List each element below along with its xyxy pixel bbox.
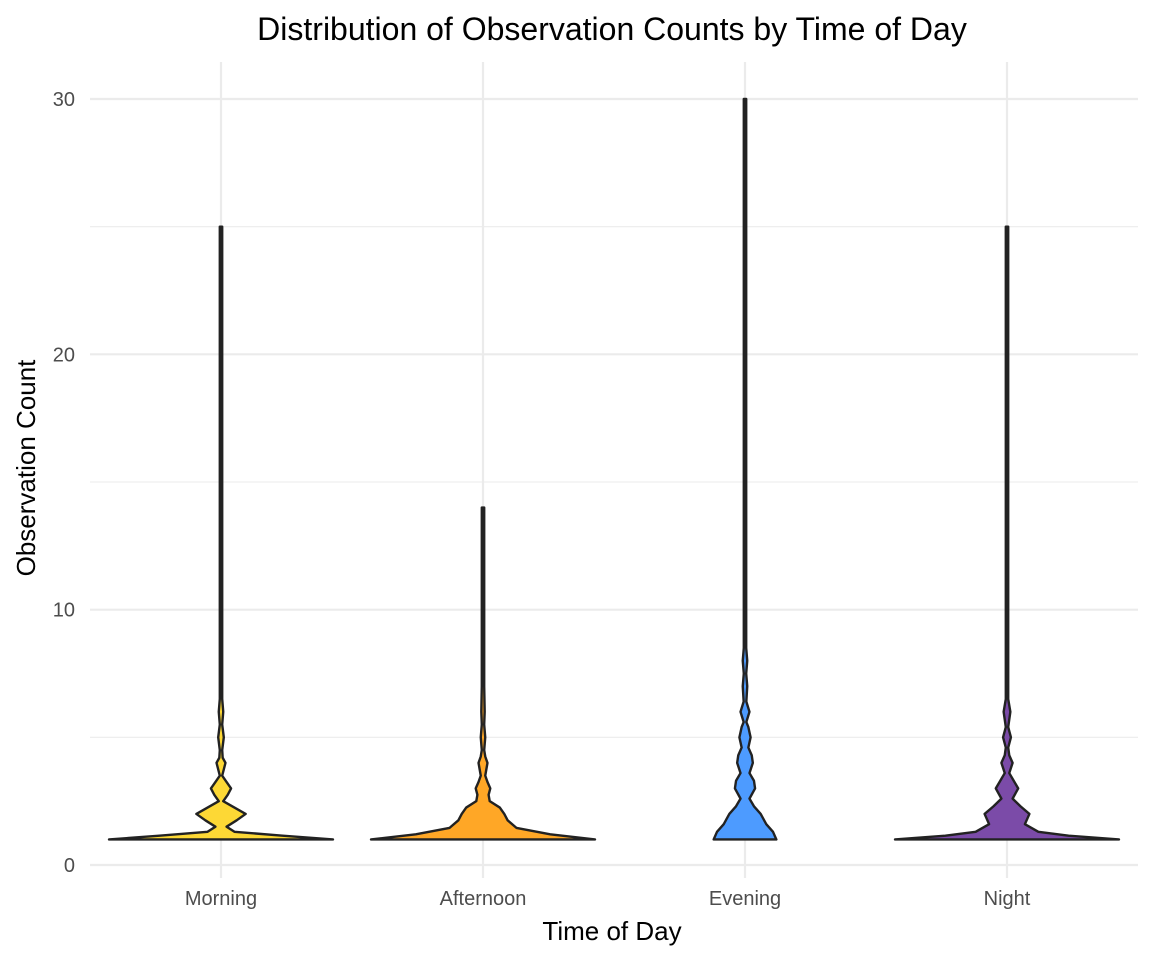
y-axis-title: Observation Count: [11, 359, 41, 577]
y-tick-label: 0: [64, 855, 75, 877]
x-tick-label: Evening: [709, 888, 781, 910]
x-tick-label: Night: [984, 888, 1031, 910]
violin-morning: [107, 225, 335, 841]
violin-evening: [712, 97, 778, 841]
y-tick-label: 30: [53, 89, 75, 111]
x-axis-title: Time of Day: [542, 916, 681, 946]
chart-title: Distribution of Observation Counts by Ti…: [257, 11, 967, 47]
violin-night: [893, 225, 1121, 841]
y-tick-label: 10: [53, 600, 75, 622]
x-tick-label: Morning: [185, 888, 257, 910]
violins: [107, 97, 1121, 841]
violin-afternoon: [369, 506, 597, 841]
y-axis-ticks: 0 10 20 30: [53, 89, 75, 877]
y-tick-label: 20: [53, 344, 75, 366]
x-axis-ticks: Morning Afternoon Evening Night: [185, 888, 1031, 910]
grid: [90, 62, 1138, 878]
x-tick-label: Afternoon: [440, 888, 527, 910]
